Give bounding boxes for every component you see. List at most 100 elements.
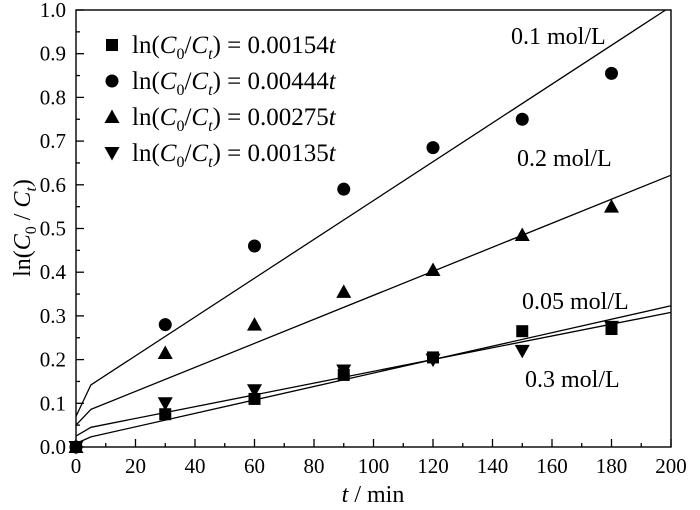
data-point-0-2-mol-l-t90 (336, 284, 352, 298)
data-point-0-2-mol-l-t60 (247, 317, 262, 331)
legend-equation-eq: ) = (213, 32, 248, 59)
legend-equation-var: t (329, 68, 337, 95)
legend-equation-coef: 0.00154 (248, 32, 330, 59)
y-axis-label-denominator: C (10, 191, 36, 208)
data-point-0-2-mol-l-t30 (157, 345, 173, 360)
data-point-0-3-mol-l-t150 (514, 344, 530, 359)
legend-equation-eq: ) = (213, 104, 248, 131)
y-tick-label: 0.9 (40, 42, 66, 66)
y-tick-label: 0.4 (40, 260, 67, 284)
legend-equation-fn: ln( (132, 140, 160, 167)
x-tick-label: 200 (655, 454, 687, 478)
y-axis-label: ln(C0 / Ct) (10, 179, 40, 277)
data-point-0-1-mol-l-t180 (605, 66, 618, 80)
legend-entry-0-3-mol-l: ln(C0/Ct) = 0.00135t (104, 140, 337, 171)
legend-equation-fn: ln( (132, 68, 160, 95)
plot-frame (75, 9, 672, 448)
x-tick-label: 160 (536, 454, 568, 478)
y-tick-label: 0.1 (40, 391, 66, 415)
y-tick-label: 0.5 (40, 217, 66, 241)
y-tick-label: 1.0 (40, 0, 66, 22)
legend-equation-0-05-mol-l: ln(C0/Ct) = 0.00154t (132, 32, 337, 63)
legend-equation-coef: 0.00444 (248, 68, 330, 95)
legend-equation-den: C (191, 32, 208, 59)
data-point-0-05-mol-l-t30 (159, 408, 172, 421)
legend-equation-sep: / (184, 104, 191, 131)
legend-equation-fn: ln( (132, 104, 160, 131)
legend-equation-var: t (329, 104, 337, 131)
x-tick-label: 0 (71, 454, 82, 478)
x-axis-label: t / min (342, 482, 405, 508)
data-point-0-1-mol-l-t90 (337, 182, 351, 196)
fit-line-0-1-mol-l (75, 9, 666, 417)
legend-equation-coef: 0.00135 (248, 140, 329, 167)
legend-equation-sep: / (184, 68, 191, 95)
legend-equation-0-3-mol-l: ln(C0/Ct) = 0.00135t (132, 140, 337, 171)
data-point-0-3-mol-l-t60 (247, 384, 262, 398)
x-axis-label-unit: / min (348, 482, 404, 508)
legend-equation-den: C (191, 68, 208, 95)
y-tick-label: 0.3 (40, 304, 66, 328)
legend-equation-num-sub: 0 (176, 154, 184, 171)
data-point-0-1-mol-l-t120 (426, 141, 440, 155)
x-tick-label: 120 (417, 454, 449, 478)
y-axis-label-denominator-subscript: t (23, 187, 40, 192)
legend-marker-0-3-mol-l (104, 147, 120, 161)
legend-equation-den: C (191, 140, 208, 167)
legend-equation-num-sub: 0 (176, 82, 184, 99)
data-point-0-05-mol-l-t60 (248, 392, 261, 405)
x-tick-label: 20 (125, 454, 146, 478)
legend-marker-0-05-mol-l (106, 39, 118, 51)
x-tick-label: 40 (185, 454, 206, 478)
series-label-0-3-mol-l: 0.3 mol/L (525, 367, 620, 393)
data-point-0-3-mol-l-t120 (425, 353, 441, 368)
data-point-0-3-mol-l-t90 (336, 364, 352, 379)
legend-equation-num: C (160, 104, 177, 131)
tick-labels: 0 20 40 60 80 100 120 140 160 180 200 0.0 0.1 0.2 0.3 0… (40, 0, 687, 478)
legend-equation-den-sub: t (208, 82, 213, 99)
y-tick-label: 0.8 (40, 85, 66, 109)
y-axis-label-numerator: C (10, 233, 36, 250)
y-axis-label-numerator-subscript: 0 (23, 226, 40, 234)
legend-entry-0-1-mol-l: ln(C0/Ct) = 0.00444t (105, 68, 337, 99)
series-labels: 0.05 mol/L 0.1 mol/L 0.2 mol/L 0.3 mol/L (511, 24, 629, 393)
data-points (68, 66, 619, 455)
legend-equation-eq: ) = (213, 68, 248, 95)
legend-equation-den-sub: t (208, 46, 213, 63)
legend-entry-0-2-mol-l: ln(C0/Ct) = 0.00275t (104, 104, 337, 135)
data-point-0-1-mol-l-t150 (515, 112, 529, 126)
y-tick-label: 0.0 (40, 435, 66, 459)
legend-equation-0-1-mol-l: ln(C0/Ct) = 0.00444t (132, 68, 337, 99)
fit-line-0-2-mol-l (75, 174, 672, 426)
x-tick-label: 80 (304, 454, 325, 478)
legend-equation-num: C (160, 140, 177, 167)
data-point-0-3-mol-l-t30 (157, 397, 173, 411)
series-label-0-1-mol-l: 0.1 mol/L (511, 24, 606, 50)
legend-marker-0-1-mol-l (105, 74, 119, 88)
data-point-0-3-mol-l-t180 (604, 320, 619, 335)
legend-equation-var: t (329, 32, 337, 59)
legend-equation-den-sub: t (208, 154, 213, 171)
x-tick-label: 60 (244, 454, 265, 478)
legend-equation-den: C (191, 104, 208, 131)
series-label-0-05-mol-l: 0.05 mol/L (522, 289, 629, 315)
legend-equation-eq: ) = (213, 140, 248, 167)
data-point-0-1-mol-l-t30 (158, 318, 172, 332)
legend-marker-0-2-mol-l (104, 109, 120, 123)
x-tick-label: 100 (358, 454, 390, 478)
y-axis-label-function: ln( (10, 250, 36, 277)
legend-equation-sep: / (184, 32, 191, 59)
legend-equation-num: C (160, 32, 177, 59)
y-axis-label-separator: / (10, 208, 36, 227)
legend-equation-coef: 0.00275 (248, 104, 329, 131)
series-label-0-2-mol-l: 0.2 mol/L (517, 146, 612, 172)
data-point-0-3-mol-l-t0 (68, 441, 84, 455)
y-tick-label: 0.6 (40, 173, 66, 197)
y-tick-label: 0.2 (40, 348, 66, 372)
legend-equation-0-2-mol-l: ln(C0/Ct) = 0.00275t (132, 104, 337, 135)
legend-equation-sep: / (184, 140, 191, 167)
legend-equation-num-sub: 0 (176, 118, 184, 135)
y-axis-label-close: ) (10, 179, 36, 187)
